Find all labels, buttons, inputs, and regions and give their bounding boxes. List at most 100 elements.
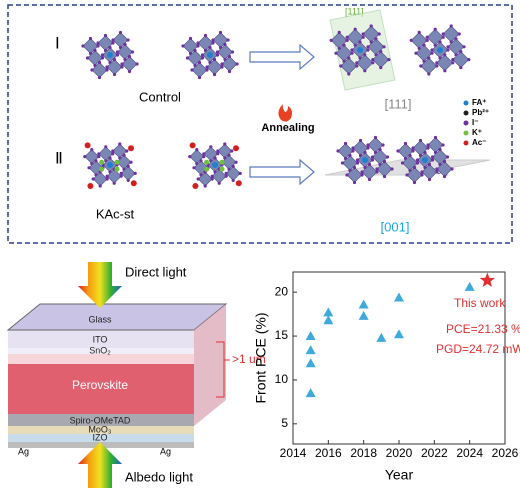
iodide-atom — [103, 33, 108, 38]
iodide-atom — [118, 142, 122, 146]
iodide-atom — [373, 135, 378, 140]
iodide-atom — [234, 160, 238, 164]
iodide-atom — [420, 173, 424, 177]
iodide-atom — [220, 62, 224, 66]
iodide-atom — [202, 155, 206, 159]
iodide-atom — [196, 41, 200, 45]
light-label: Direct light — [125, 264, 187, 279]
iodide-atom — [415, 158, 420, 162]
direction-label: [001] — [430, 167, 448, 176]
legend-label: I⁻ — [472, 118, 478, 127]
iodide-atom — [369, 24, 373, 28]
iodide-atom — [111, 38, 115, 42]
panel-border — [7, 4, 513, 244]
ac-atom — [87, 183, 94, 189]
legend-label: Ac⁻ — [472, 138, 486, 147]
iodide-atom — [93, 48, 97, 53]
iodide-atom — [446, 45, 450, 49]
row-label: Ⅱ — [55, 151, 63, 168]
annotation: PGD=24.72 mW/cm² — [436, 342, 520, 356]
iodide-atom — [127, 54, 132, 59]
iodide-atom — [425, 38, 429, 43]
x-tick-label: 2014 — [280, 446, 307, 460]
thickness-label: >1 um — [232, 352, 266, 366]
ac-atom — [235, 180, 242, 187]
iodide-atom — [435, 61, 439, 65]
k-atom — [114, 159, 120, 165]
flame-icon — [278, 104, 292, 122]
iodide-atom — [343, 141, 348, 146]
iodide-atom — [87, 166, 91, 170]
iodide-atom — [426, 146, 430, 150]
fa-atom — [212, 162, 218, 168]
iodide-atom — [355, 158, 360, 162]
iodide-atom — [367, 177, 372, 182]
iodide-atom — [334, 51, 338, 55]
point — [358, 310, 369, 320]
iodide-atom — [345, 173, 349, 177]
iodide-atom — [96, 41, 100, 45]
iodide-atom — [215, 50, 220, 54]
iodide-atom — [419, 64, 423, 68]
iodide-atom — [108, 45, 112, 50]
iodide-atom — [378, 147, 382, 152]
iodide-atom — [200, 56, 205, 60]
iodide-atom — [192, 166, 196, 170]
iodide-atom — [347, 72, 351, 76]
iodide-atom — [345, 35, 349, 39]
iodide-atom — [385, 155, 390, 159]
iodide-atom — [430, 51, 434, 55]
fa-atom — [437, 47, 443, 53]
iodide-atom — [119, 171, 123, 175]
ac-atom — [233, 145, 239, 152]
iodide-atom — [227, 69, 232, 74]
k-atom — [219, 166, 225, 172]
point — [358, 299, 369, 309]
layer-label: IZO — [93, 432, 108, 442]
iodide-atom — [200, 53, 205, 57]
iodide-atom — [126, 164, 130, 168]
thickness-bracket — [216, 341, 230, 398]
iodide-atom — [348, 153, 352, 158]
iodide-atom — [443, 69, 447, 73]
point — [305, 331, 316, 341]
fa-atom — [362, 157, 368, 163]
iodide-atom — [100, 56, 105, 60]
glass-top — [6, 303, 228, 331]
iodide-atom — [90, 148, 94, 152]
point — [479, 272, 495, 287]
iodide-atom — [442, 174, 447, 179]
iodide-atom — [435, 167, 439, 171]
legend-dot — [463, 120, 469, 126]
iodide-atom — [438, 147, 442, 152]
iodide-atom — [426, 143, 430, 147]
iodide-atom — [112, 181, 116, 185]
iodide-atom — [422, 43, 426, 47]
iodide-atom — [211, 38, 215, 42]
layer-label: ITO — [93, 334, 108, 344]
process-arrow — [249, 43, 315, 186]
iodide-atom — [358, 40, 362, 44]
layer-label: Perovskite — [72, 378, 128, 392]
point — [323, 315, 334, 325]
iodide-atom — [212, 57, 217, 62]
k-atom — [219, 159, 225, 165]
iodide-atom — [347, 56, 351, 60]
iodide-atom — [238, 171, 242, 175]
iodide-atom — [209, 145, 213, 149]
iodide-atom — [446, 48, 450, 52]
electrode-label: Ag — [18, 446, 29, 456]
iodide-atom — [433, 27, 437, 31]
iodide-atom — [336, 149, 340, 153]
iodide-atom — [374, 37, 378, 41]
ac-atom — [128, 145, 134, 152]
iodide-atom — [363, 69, 367, 73]
electrode-label: Ag — [160, 446, 171, 456]
iodide-atom — [415, 161, 420, 165]
direction-label: [111] — [345, 6, 364, 16]
iodide-atom — [352, 165, 357, 170]
iodide-atom — [224, 171, 228, 175]
legend-label: K⁺ — [472, 128, 482, 137]
iodide-atom — [195, 148, 199, 152]
iodide-atom — [126, 178, 130, 182]
